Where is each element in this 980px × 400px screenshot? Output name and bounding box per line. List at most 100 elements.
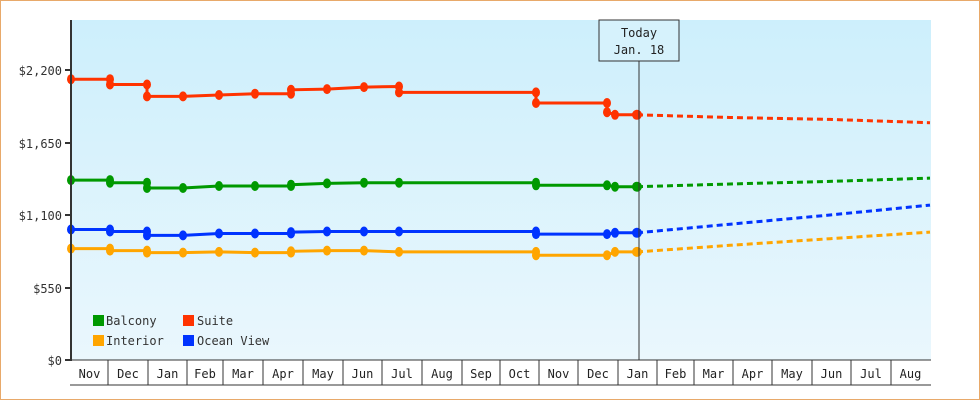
- data-point[interactable]: [603, 250, 611, 261]
- x-tick-label: Aug: [900, 367, 922, 381]
- y-tick-label: $2,200: [19, 64, 62, 78]
- x-tick-label: Jun: [352, 367, 374, 381]
- x-tick-label: Jul: [391, 367, 413, 381]
- x-tick-label: Nov: [79, 367, 101, 381]
- x-tick-label: Feb: [665, 367, 687, 381]
- x-tick-label: Oct: [509, 367, 531, 381]
- legend-swatch-suite: [183, 315, 194, 326]
- data-point[interactable]: [143, 230, 151, 241]
- data-point[interactable]: [215, 90, 223, 100]
- x-tick-label: Jan: [627, 367, 649, 381]
- data-point[interactable]: [143, 79, 151, 90]
- data-point[interactable]: [532, 87, 540, 98]
- data-point[interactable]: [532, 98, 540, 108]
- series-lines: [67, 74, 931, 261]
- data-point[interactable]: [287, 179, 295, 190]
- data-point[interactable]: [143, 183, 151, 193]
- data-point[interactable]: [106, 245, 114, 256]
- forecast-line-balcony: [636, 176, 931, 189]
- legend-label-balcony: Balcony: [106, 314, 157, 328]
- data-point[interactable]: [611, 109, 619, 120]
- data-point[interactable]: [323, 245, 331, 256]
- x-tick-label: Jul: [860, 367, 882, 381]
- forecast-line-interior: [636, 230, 931, 254]
- data-point[interactable]: [251, 88, 259, 99]
- legend-swatch-interior: [93, 335, 104, 346]
- today-box: [598, 19, 680, 62]
- data-point[interactable]: [395, 177, 403, 188]
- data-point[interactable]: [360, 226, 368, 237]
- data-point[interactable]: [603, 107, 611, 118]
- x-tick-label: Mar: [703, 367, 725, 381]
- x-tick-label: Aug: [431, 367, 453, 381]
- data-point[interactable]: [106, 79, 114, 90]
- x-tick-label: Sep: [470, 367, 492, 381]
- data-point[interactable]: [251, 247, 259, 258]
- data-point[interactable]: [532, 180, 540, 191]
- data-point[interactable]: [287, 246, 295, 257]
- data-point[interactable]: [360, 245, 368, 256]
- forecast-line-suite: [636, 113, 931, 125]
- plot-area: [71, 20, 931, 360]
- data-point[interactable]: [395, 226, 403, 237]
- x-tick-label: Dec: [117, 367, 139, 381]
- legend-label-interior: Interior: [106, 334, 164, 348]
- data-point[interactable]: [395, 87, 403, 98]
- data-point[interactable]: [603, 229, 611, 240]
- legend-swatch-ocean-view: [183, 335, 194, 346]
- data-point[interactable]: [179, 183, 187, 193]
- x-tick-label: Apr: [742, 367, 764, 381]
- data-point[interactable]: [106, 177, 114, 188]
- data-point[interactable]: [143, 91, 151, 102]
- data-point[interactable]: [215, 246, 223, 257]
- data-point[interactable]: [106, 226, 114, 237]
- y-tick-label: $1,650: [19, 137, 62, 151]
- data-point[interactable]: [179, 247, 187, 258]
- data-point[interactable]: [215, 228, 223, 239]
- legend-label-ocean-view: Ocean View: [197, 334, 270, 348]
- legend-label-suite: Suite: [197, 314, 233, 328]
- data-point[interactable]: [323, 178, 331, 189]
- data-point[interactable]: [611, 181, 619, 192]
- data-point[interactable]: [611, 227, 619, 238]
- data-point[interactable]: [360, 82, 368, 93]
- y-tick-label: $550: [33, 282, 62, 296]
- forecast-line-ocean-view: [636, 203, 931, 235]
- y-tick-label: $1,100: [19, 209, 62, 223]
- data-point[interactable]: [632, 246, 642, 257]
- x-tick-label: May: [312, 367, 334, 381]
- data-point[interactable]: [603, 180, 611, 191]
- data-point[interactable]: [603, 98, 611, 108]
- x-tick-label: Mar: [232, 367, 254, 381]
- x-tick-label: Nov: [548, 367, 570, 381]
- data-point[interactable]: [632, 181, 642, 192]
- data-point[interactable]: [143, 247, 151, 258]
- data-point[interactable]: [323, 226, 331, 237]
- x-tick-label: Dec: [587, 367, 609, 381]
- legend: Balcony Suite Interior Ocean View: [93, 314, 270, 348]
- today-label: Today: [621, 26, 657, 40]
- data-point[interactable]: [251, 228, 259, 239]
- x-tick-label: Jan: [157, 367, 179, 381]
- data-point[interactable]: [287, 84, 295, 95]
- x-tick-label: Jun: [821, 367, 843, 381]
- data-point[interactable]: [532, 229, 540, 240]
- data-point[interactable]: [632, 109, 642, 120]
- data-point[interactable]: [179, 230, 187, 241]
- x-tick-label: Apr: [272, 367, 294, 381]
- data-point[interactable]: [251, 181, 259, 191]
- data-point[interactable]: [287, 227, 295, 238]
- data-point[interactable]: [179, 91, 187, 102]
- data-point[interactable]: [323, 84, 331, 95]
- data-point[interactable]: [632, 227, 642, 238]
- data-point[interactable]: [611, 246, 619, 257]
- x-tick-label: May: [781, 367, 803, 381]
- data-point[interactable]: [215, 181, 223, 191]
- today-date: Jan. 18: [614, 43, 665, 57]
- data-point[interactable]: [395, 246, 403, 257]
- legend-swatch-balcony: [93, 315, 104, 326]
- data-point[interactable]: [360, 177, 368, 188]
- x-tick-label: Feb: [194, 367, 216, 381]
- data-point[interactable]: [532, 250, 540, 261]
